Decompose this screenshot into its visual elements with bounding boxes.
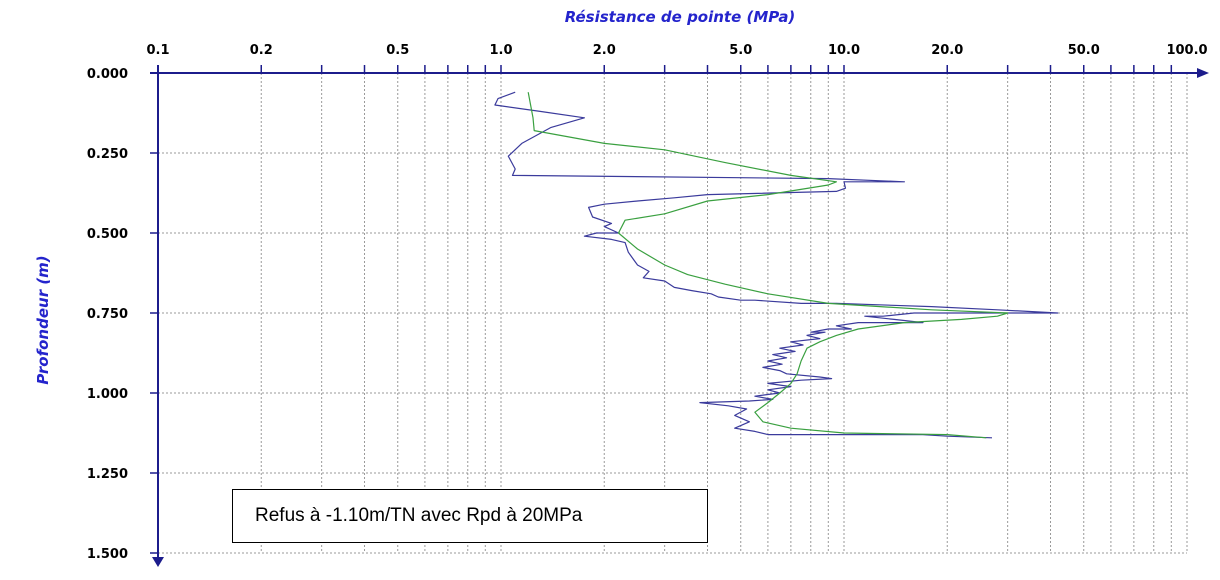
x-tick-label: 0.2 [250,43,273,58]
refusal-annotation: Refus à -1.10m/TN avec Rpd à 20MPa [232,489,708,543]
x-axis-arrow [1197,68,1209,78]
x-axis-title: Résistance de pointe (MPa) [565,8,796,26]
x-tick-label: 5.0 [729,43,752,58]
y-axis-arrow [152,557,164,567]
x-tick-label: 1.0 [489,43,512,58]
y-axis-title: Profondeur (m) [34,255,52,384]
y-tick-label: 0.000 [87,67,128,82]
y-tick-label: 1.250 [87,467,128,482]
x-tick-label: 100.0 [1166,43,1207,58]
y-tick-label: 1.500 [87,547,128,562]
annotation-text: Refus à -1.10m/TN avec Rpd à 20MPa [255,505,583,526]
grid [157,72,1188,554]
data-series [494,91,1059,439]
x-tick-label: 0.1 [146,43,169,58]
y-tick-label: 1.000 [87,387,128,402]
x-tick-label: 20.0 [931,43,963,58]
axes [150,65,1209,567]
x-tick-label: 0.5 [386,43,409,58]
tick-labels: 0.1 0.2 0.5 1.0 2.0 5.0 10.0 20.0 50.0 100.0 0.000… [87,43,1208,562]
x-tick-label: 2.0 [593,43,616,58]
x-tick-label: 50.0 [1068,43,1100,58]
y-tick-label: 0.250 [87,147,128,162]
series-line-2 [527,92,1009,439]
y-tick-label: 0.750 [87,307,128,322]
x-tick-label: 10.0 [828,43,860,58]
y-tick-label: 0.500 [87,227,128,242]
series-line-1 [494,91,1059,439]
